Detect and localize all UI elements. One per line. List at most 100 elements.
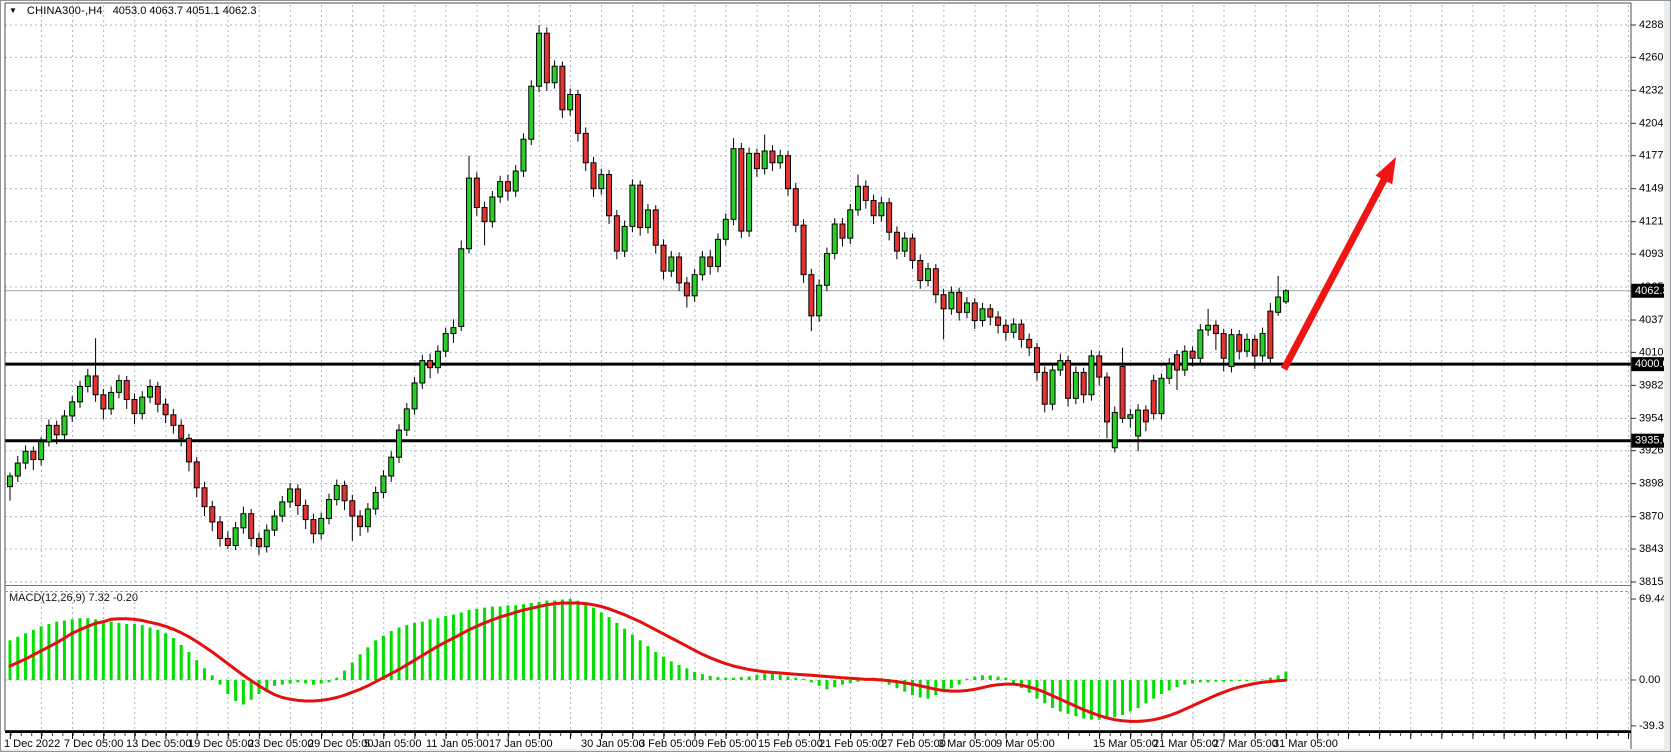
candle[interactable] [839, 223, 846, 239]
candle[interactable] [870, 199, 877, 217]
candle[interactable] [466, 177, 473, 250]
candle[interactable] [1080, 371, 1087, 396]
candle[interactable] [901, 237, 908, 252]
candle[interactable] [302, 504, 309, 521]
candle[interactable] [707, 256, 714, 267]
candle[interactable] [567, 93, 574, 111]
candle[interactable] [1033, 347, 1040, 373]
candle[interactable] [30, 450, 37, 461]
candle[interactable] [434, 350, 441, 369]
candle[interactable] [512, 170, 519, 192]
candle[interactable] [543, 32, 550, 84]
candle[interactable] [722, 218, 729, 240]
candle[interactable] [971, 302, 978, 322]
candle[interactable] [1212, 324, 1219, 335]
candle[interactable] [357, 515, 364, 528]
candle[interactable] [1197, 329, 1204, 359]
candle[interactable] [1072, 371, 1079, 399]
candle[interactable] [193, 461, 200, 489]
candle[interactable] [427, 360, 434, 369]
candle[interactable] [660, 244, 667, 272]
candle[interactable] [1205, 324, 1212, 331]
candle[interactable] [956, 291, 963, 313]
candle[interactable] [598, 174, 605, 190]
candle[interactable] [925, 268, 932, 282]
candle[interactable] [341, 484, 348, 502]
chart-dropdown-icon[interactable]: ▼ [9, 6, 17, 15]
candle[interactable] [14, 462, 21, 477]
candle[interactable] [878, 202, 885, 217]
candle[interactable] [1103, 376, 1110, 423]
candle[interactable] [800, 224, 807, 276]
candle[interactable] [1251, 338, 1258, 357]
candle[interactable] [1049, 369, 1056, 405]
candle[interactable] [100, 394, 107, 410]
candle[interactable] [240, 513, 247, 529]
candle[interactable] [987, 308, 994, 318]
candle[interactable] [769, 150, 776, 164]
candle[interactable] [364, 508, 371, 528]
candle[interactable] [932, 268, 939, 296]
candle[interactable] [139, 396, 146, 415]
candle[interactable] [178, 424, 185, 439]
candle[interactable] [528, 85, 535, 140]
candle[interactable] [1026, 338, 1033, 349]
candle[interactable] [847, 209, 854, 239]
candle[interactable] [1127, 414, 1134, 419]
candle[interactable] [1220, 333, 1227, 359]
candle[interactable] [536, 32, 543, 87]
candle[interactable] [691, 274, 698, 297]
candle[interactable] [1010, 323, 1017, 333]
candle[interactable] [22, 450, 29, 464]
candle[interactable] [862, 185, 869, 201]
candle[interactable] [325, 499, 332, 519]
candle[interactable] [61, 415, 68, 436]
candle[interactable] [1002, 324, 1009, 333]
candle[interactable] [349, 500, 356, 517]
candle[interactable] [668, 256, 675, 272]
candle[interactable] [279, 501, 286, 517]
candle[interactable] [816, 284, 823, 317]
candle[interactable] [7, 475, 13, 488]
candle[interactable] [473, 177, 480, 209]
candle[interactable] [808, 274, 815, 317]
candle[interactable] [1236, 334, 1243, 352]
candle[interactable] [714, 238, 721, 267]
candle[interactable] [1096, 355, 1103, 378]
candle[interactable] [162, 403, 169, 416]
candle[interactable] [419, 360, 426, 384]
candle[interactable] [458, 248, 465, 327]
candle[interactable] [333, 484, 340, 501]
candle[interactable] [652, 209, 659, 246]
candle[interactable] [753, 152, 760, 170]
candle[interactable] [69, 401, 76, 417]
candle[interactable] [1119, 366, 1126, 419]
candle[interactable] [582, 132, 589, 164]
candle[interactable] [1088, 355, 1095, 396]
candle[interactable] [271, 515, 278, 531]
candle[interactable] [909, 237, 916, 262]
candle[interactable] [629, 184, 636, 227]
candle[interactable] [855, 185, 862, 211]
candle[interactable] [637, 184, 644, 229]
candle[interactable] [621, 225, 628, 252]
candle[interactable] [294, 488, 301, 506]
candle[interactable] [785, 155, 791, 190]
candle[interactable] [574, 93, 581, 134]
candle[interactable] [209, 506, 216, 523]
candle[interactable] [893, 231, 900, 252]
candle[interactable] [170, 414, 177, 426]
candle[interactable] [886, 202, 893, 233]
candle[interactable] [1111, 411, 1118, 449]
candle[interactable] [185, 437, 192, 463]
macd-signal-line[interactable] [8, 601, 1288, 723]
candle[interactable] [1057, 360, 1064, 371]
candle[interactable] [676, 256, 683, 284]
candle[interactable] [123, 380, 130, 400]
candle[interactable] [746, 152, 753, 232]
candle[interactable] [481, 207, 488, 223]
candle[interactable] [1181, 350, 1188, 371]
candle[interactable] [590, 162, 597, 190]
candle[interactable] [53, 424, 60, 436]
